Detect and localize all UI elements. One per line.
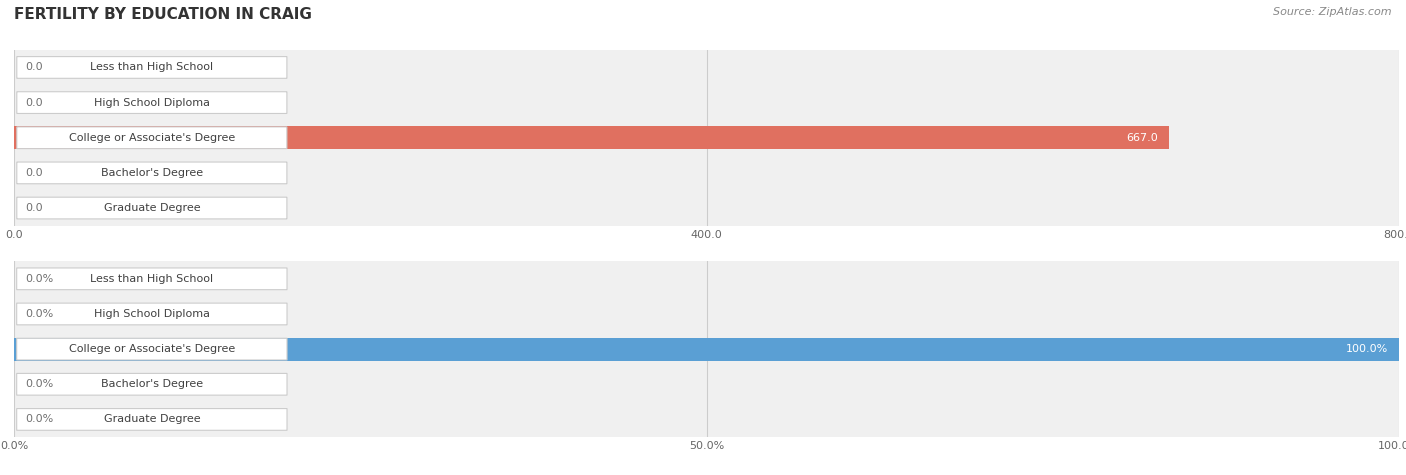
Text: Bachelor's Degree: Bachelor's Degree — [101, 168, 202, 178]
Text: 0.0: 0.0 — [25, 203, 42, 213]
FancyBboxPatch shape — [17, 338, 287, 360]
Bar — [14, 85, 1399, 120]
Bar — [14, 190, 1399, 226]
FancyBboxPatch shape — [17, 162, 287, 184]
Text: 0.0%: 0.0% — [25, 309, 53, 319]
Text: College or Associate's Degree: College or Associate's Degree — [69, 344, 235, 354]
Text: Source: ZipAtlas.com: Source: ZipAtlas.com — [1274, 7, 1392, 17]
Text: 0.0%: 0.0% — [25, 379, 53, 389]
Text: Graduate Degree: Graduate Degree — [104, 414, 200, 425]
Text: Graduate Degree: Graduate Degree — [104, 203, 200, 213]
FancyBboxPatch shape — [17, 303, 287, 325]
Bar — [14, 338, 1399, 361]
Bar — [14, 155, 1399, 190]
Bar — [14, 332, 1399, 367]
Bar — [14, 296, 1399, 332]
Text: Less than High School: Less than High School — [90, 274, 214, 284]
FancyBboxPatch shape — [17, 373, 287, 395]
Text: 0.0: 0.0 — [25, 168, 42, 178]
FancyBboxPatch shape — [17, 268, 287, 290]
Text: High School Diploma: High School Diploma — [94, 309, 209, 319]
Text: 0.0%: 0.0% — [25, 414, 53, 425]
Bar — [14, 367, 1399, 402]
Bar — [14, 50, 1399, 85]
Bar — [14, 402, 1399, 437]
Bar — [14, 126, 1168, 149]
FancyBboxPatch shape — [17, 127, 287, 149]
Text: Less than High School: Less than High School — [90, 62, 214, 73]
Bar — [14, 261, 1399, 296]
FancyBboxPatch shape — [17, 92, 287, 114]
Text: Bachelor's Degree: Bachelor's Degree — [101, 379, 202, 389]
Text: High School Diploma: High School Diploma — [94, 97, 209, 108]
Text: 0.0: 0.0 — [25, 97, 42, 108]
FancyBboxPatch shape — [17, 197, 287, 219]
Bar — [14, 120, 1399, 155]
Text: 100.0%: 100.0% — [1346, 344, 1388, 354]
FancyBboxPatch shape — [17, 57, 287, 78]
Text: College or Associate's Degree: College or Associate's Degree — [69, 133, 235, 143]
Text: 667.0: 667.0 — [1126, 133, 1157, 143]
FancyBboxPatch shape — [17, 408, 287, 430]
Text: FERTILITY BY EDUCATION IN CRAIG: FERTILITY BY EDUCATION IN CRAIG — [14, 7, 312, 22]
Text: 0.0: 0.0 — [25, 62, 42, 73]
Text: 0.0%: 0.0% — [25, 274, 53, 284]
